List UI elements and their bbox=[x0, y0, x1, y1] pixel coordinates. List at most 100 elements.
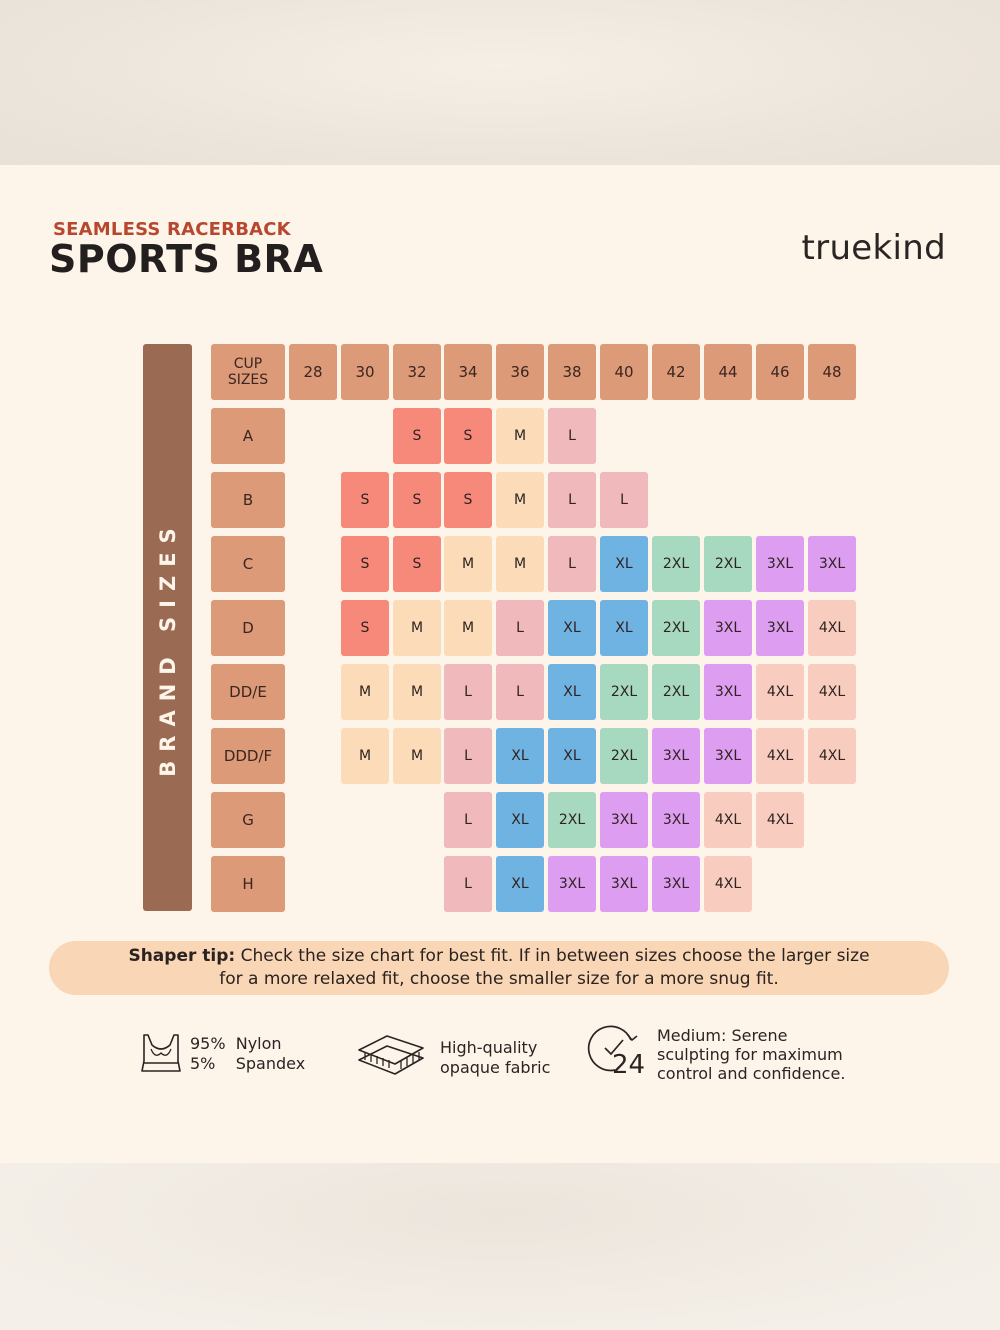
size-cell: 4XL bbox=[756, 792, 804, 848]
size-cell: 3XL bbox=[808, 536, 856, 592]
size-cell: L bbox=[444, 728, 492, 784]
size-cell: 3XL bbox=[652, 856, 700, 912]
size-cell: XL bbox=[496, 792, 544, 848]
tip-lead: Shaper tip: bbox=[128, 946, 236, 966]
size-cell: S bbox=[341, 600, 389, 656]
band-header-36: 36 bbox=[496, 344, 544, 400]
size-cell: 2XL bbox=[600, 728, 648, 784]
size-cell: XL bbox=[600, 600, 648, 656]
band-header-38: 38 bbox=[548, 344, 596, 400]
size-cell: S bbox=[341, 536, 389, 592]
size-cell: 4XL bbox=[756, 664, 804, 720]
fabric-line-2: opaque fabric bbox=[440, 1058, 551, 1077]
band-header-46: 46 bbox=[756, 344, 804, 400]
composition-text: 95% Nylon 5% Spandex bbox=[190, 1034, 305, 1074]
size-cell: 2XL bbox=[652, 664, 700, 720]
size-cell: 3XL bbox=[704, 600, 752, 656]
size-cell: S bbox=[444, 408, 492, 464]
size-cell: M bbox=[393, 664, 441, 720]
support-line-2: sculpting for maximum bbox=[657, 1045, 843, 1064]
size-cell: 3XL bbox=[600, 856, 648, 912]
size-cell: 3XL bbox=[704, 664, 752, 720]
top-backdrop bbox=[0, 0, 1000, 165]
size-cell: XL bbox=[548, 728, 596, 784]
band-header-34: 34 bbox=[444, 344, 492, 400]
size-cell: XL bbox=[548, 664, 596, 720]
size-cell: L bbox=[444, 664, 492, 720]
size-cell: L bbox=[496, 600, 544, 656]
bottom-backdrop bbox=[0, 1163, 1000, 1330]
product-subtitle: SEAMLESS RACERBACK bbox=[53, 219, 291, 240]
composition-line-1: 95% Nylon bbox=[190, 1034, 282, 1053]
tip-line-2: for a more relaxed fit, choose the small… bbox=[219, 969, 779, 989]
size-cell: XL bbox=[600, 536, 648, 592]
size-cell: 3XL bbox=[704, 728, 752, 784]
band-header-32: 32 bbox=[393, 344, 441, 400]
sports-bra-icon bbox=[141, 1034, 181, 1072]
size-cell: 3XL bbox=[548, 856, 596, 912]
size-cell: L bbox=[548, 536, 596, 592]
size-cell: XL bbox=[496, 856, 544, 912]
support-line-1: Medium: Serene bbox=[657, 1026, 788, 1045]
fabric-layers-icon bbox=[358, 1035, 424, 1075]
cup-header-c: C bbox=[211, 536, 285, 592]
size-cell: S bbox=[444, 472, 492, 528]
brand-logo: truekind bbox=[801, 228, 946, 268]
size-cell: 2XL bbox=[652, 536, 700, 592]
size-cell: 4XL bbox=[808, 728, 856, 784]
size-cell: 2XL bbox=[704, 536, 752, 592]
size-cell: 4XL bbox=[808, 664, 856, 720]
size-cell: S bbox=[393, 408, 441, 464]
cup-header-a: A bbox=[211, 408, 285, 464]
size-cell: L bbox=[548, 472, 596, 528]
band-header-40: 40 bbox=[600, 344, 648, 400]
tip-text-1: Check the size chart for best fit. If in… bbox=[235, 946, 870, 966]
tip-line-1: Shaper tip: Check the size chart for bes… bbox=[128, 945, 869, 968]
support-text: Medium: Serene sculpting for maximum con… bbox=[657, 1026, 845, 1083]
size-cell: 2XL bbox=[652, 600, 700, 656]
cup-header-g: G bbox=[211, 792, 285, 848]
size-cell: L bbox=[600, 472, 648, 528]
size-cell: M bbox=[444, 536, 492, 592]
band-header-48: 48 bbox=[808, 344, 856, 400]
size-cell: M bbox=[496, 472, 544, 528]
size-cell: M bbox=[496, 408, 544, 464]
support-line-3: control and confidence. bbox=[657, 1064, 846, 1083]
size-cell: L bbox=[548, 408, 596, 464]
cup-header-h: H bbox=[211, 856, 285, 912]
size-cell: 3XL bbox=[756, 536, 804, 592]
size-cell: 4XL bbox=[808, 600, 856, 656]
size-cell: L bbox=[496, 664, 544, 720]
cup-sizes-header: CUP SIZES bbox=[211, 344, 285, 400]
cup-header-dd-e: DD/E bbox=[211, 664, 285, 720]
size-cell: 2XL bbox=[600, 664, 648, 720]
fabric-text: High-quality opaque fabric bbox=[440, 1038, 550, 1078]
size-cell: S bbox=[341, 472, 389, 528]
size-cell: XL bbox=[548, 600, 596, 656]
band-header-28: 28 bbox=[289, 344, 337, 400]
cup-header-b: B bbox=[211, 472, 285, 528]
fabric-line-1: High-quality bbox=[440, 1038, 538, 1057]
size-cell: S bbox=[393, 536, 441, 592]
cup-header-d: D bbox=[211, 600, 285, 656]
size-cell: M bbox=[393, 728, 441, 784]
size-cell: M bbox=[393, 600, 441, 656]
size-cell: 3XL bbox=[652, 728, 700, 784]
cup-header-ddd-f: DDD/F bbox=[211, 728, 285, 784]
composition-line-2: 5% Spandex bbox=[190, 1054, 306, 1073]
size-cell: L bbox=[444, 792, 492, 848]
band-header-42: 42 bbox=[652, 344, 700, 400]
clock-24-digits: 24 bbox=[612, 1050, 646, 1080]
size-cell: M bbox=[341, 728, 389, 784]
clock-24-icon bbox=[587, 1025, 638, 1072]
brand-sizes-label: BRAND SIZES bbox=[156, 519, 180, 777]
size-cell: 2XL bbox=[548, 792, 596, 848]
size-cell: M bbox=[444, 600, 492, 656]
band-header-30: 30 bbox=[341, 344, 389, 400]
size-cell: 3XL bbox=[600, 792, 648, 848]
size-cell: 4XL bbox=[704, 856, 752, 912]
size-cell: S bbox=[393, 472, 441, 528]
size-cell: 3XL bbox=[756, 600, 804, 656]
size-cell: M bbox=[341, 664, 389, 720]
